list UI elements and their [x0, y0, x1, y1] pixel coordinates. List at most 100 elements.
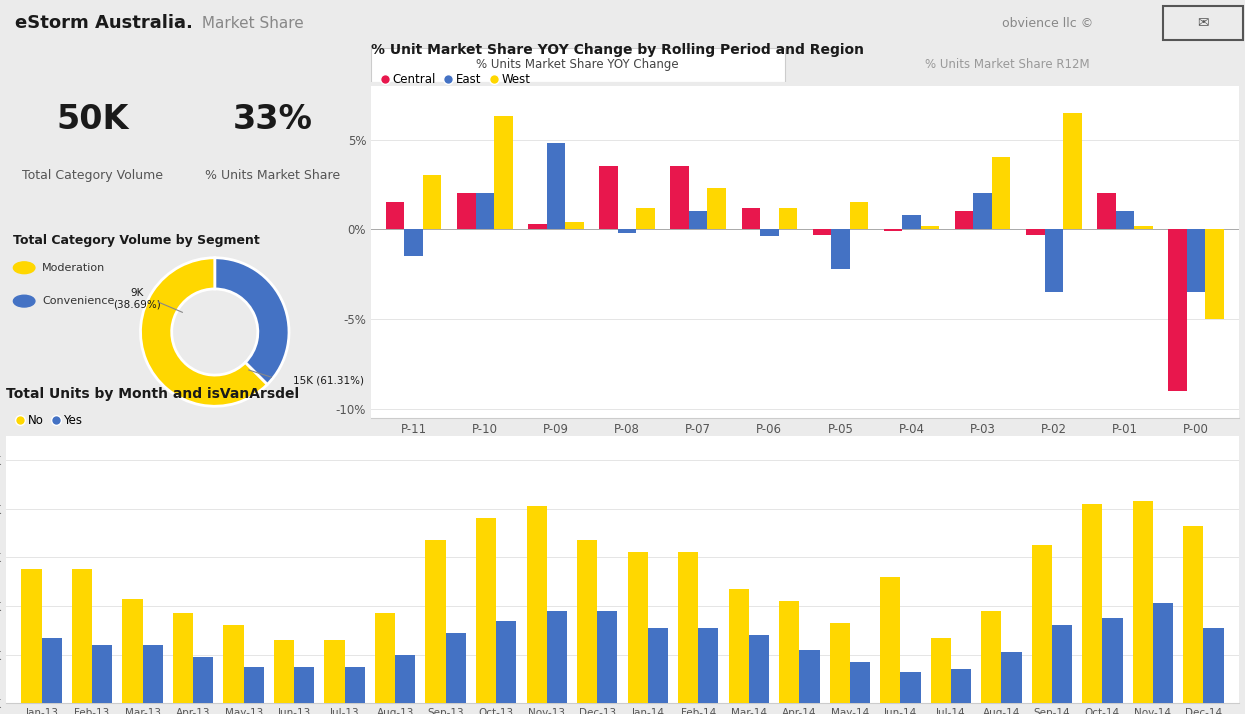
Bar — [850, 662, 870, 703]
Bar — [375, 613, 395, 703]
Bar — [1001, 652, 1022, 703]
Bar — [1082, 503, 1102, 703]
Bar — [951, 669, 971, 703]
Bar — [671, 166, 688, 229]
Bar — [405, 229, 423, 256]
Bar — [1045, 229, 1063, 292]
Bar — [1186, 229, 1205, 292]
Bar — [325, 640, 345, 703]
Text: Total Units by Month and isVanArsdel: Total Units by Month and isVanArsdel — [6, 387, 299, 401]
Bar — [832, 229, 849, 268]
Bar — [974, 193, 992, 229]
Text: % Unit Market Share YOY Change by Rolling Period and Region: % Unit Market Share YOY Change by Rollin… — [371, 43, 864, 56]
Bar — [761, 229, 778, 236]
Legend: No, Yes: No, Yes — [12, 409, 87, 432]
Bar — [598, 610, 618, 703]
Bar — [1205, 229, 1224, 319]
Bar — [742, 208, 761, 229]
Bar — [1183, 526, 1204, 703]
Bar — [599, 166, 618, 229]
Bar — [955, 211, 974, 229]
Bar — [294, 667, 315, 703]
Bar — [476, 518, 497, 703]
Circle shape — [14, 262, 35, 273]
Bar — [547, 143, 565, 229]
Text: Convenience: Convenience — [42, 296, 115, 306]
Bar — [931, 638, 951, 703]
Bar — [1116, 211, 1134, 229]
Bar — [497, 620, 517, 703]
Bar — [528, 224, 547, 229]
Bar — [618, 229, 636, 233]
Bar — [21, 570, 41, 703]
Bar — [1204, 628, 1224, 703]
Bar — [1133, 501, 1153, 703]
Bar — [345, 667, 365, 703]
Bar — [547, 610, 566, 703]
Bar — [921, 226, 939, 229]
Bar — [1168, 229, 1186, 391]
Text: Total Category Volume by Segment: Total Category Volume by Segment — [14, 234, 260, 247]
Bar — [748, 635, 769, 703]
Bar — [494, 116, 513, 229]
Text: eStorm Australia.: eStorm Australia. — [15, 14, 193, 32]
Bar — [527, 506, 547, 703]
FancyBboxPatch shape — [371, 48, 784, 82]
Legend: Central, East, West: Central, East, West — [377, 69, 535, 91]
Bar — [223, 625, 244, 703]
Bar — [636, 208, 655, 229]
Bar — [244, 667, 264, 703]
Bar — [41, 638, 62, 703]
Bar — [1026, 229, 1045, 235]
Bar — [799, 650, 819, 703]
Bar — [688, 211, 707, 229]
Bar — [884, 229, 903, 231]
Bar — [1063, 113, 1082, 229]
Text: Total Category Volume: Total Category Volume — [21, 169, 163, 183]
Text: % Units Market Share YOY Change: % Units Market Share YOY Change — [477, 59, 679, 71]
Bar — [446, 633, 466, 703]
Bar — [728, 589, 748, 703]
Bar — [627, 553, 647, 703]
Bar — [565, 222, 584, 229]
Text: 50K: 50K — [56, 104, 128, 136]
Text: 9K
(38.69%): 9K (38.69%) — [113, 288, 161, 309]
Bar — [900, 672, 920, 703]
Text: % Units Market Share: % Units Market Share — [205, 169, 340, 183]
Bar — [981, 610, 1001, 703]
Text: % Units Market Share R12M: % Units Market Share R12M — [925, 59, 1089, 71]
Bar — [647, 628, 669, 703]
Wedge shape — [214, 258, 289, 385]
Text: Market Share: Market Share — [197, 16, 304, 31]
Bar — [1097, 193, 1116, 229]
Text: ✉: ✉ — [1196, 16, 1209, 30]
Bar — [426, 540, 446, 703]
Bar — [92, 645, 112, 703]
Bar — [193, 657, 213, 703]
Bar — [274, 640, 294, 703]
Text: 33%: 33% — [233, 104, 312, 136]
Bar — [698, 628, 718, 703]
Bar — [880, 577, 900, 703]
Bar — [143, 645, 163, 703]
Circle shape — [14, 296, 35, 307]
Wedge shape — [141, 258, 268, 406]
Bar — [476, 193, 494, 229]
Bar — [679, 553, 698, 703]
Bar — [457, 193, 476, 229]
Bar — [395, 655, 416, 703]
Bar — [849, 202, 868, 229]
Bar — [423, 176, 442, 229]
Bar — [1032, 545, 1052, 703]
Text: Moderation: Moderation — [42, 263, 106, 273]
Bar — [813, 229, 832, 235]
Bar — [386, 202, 405, 229]
Bar — [1153, 603, 1173, 703]
Bar — [1052, 625, 1072, 703]
Bar — [903, 215, 921, 229]
Text: obvience llc ©: obvience llc © — [1002, 16, 1093, 30]
Text: 15K (61.31%): 15K (61.31%) — [293, 376, 364, 386]
Bar — [707, 188, 726, 229]
Bar — [72, 570, 92, 703]
Bar — [778, 208, 797, 229]
